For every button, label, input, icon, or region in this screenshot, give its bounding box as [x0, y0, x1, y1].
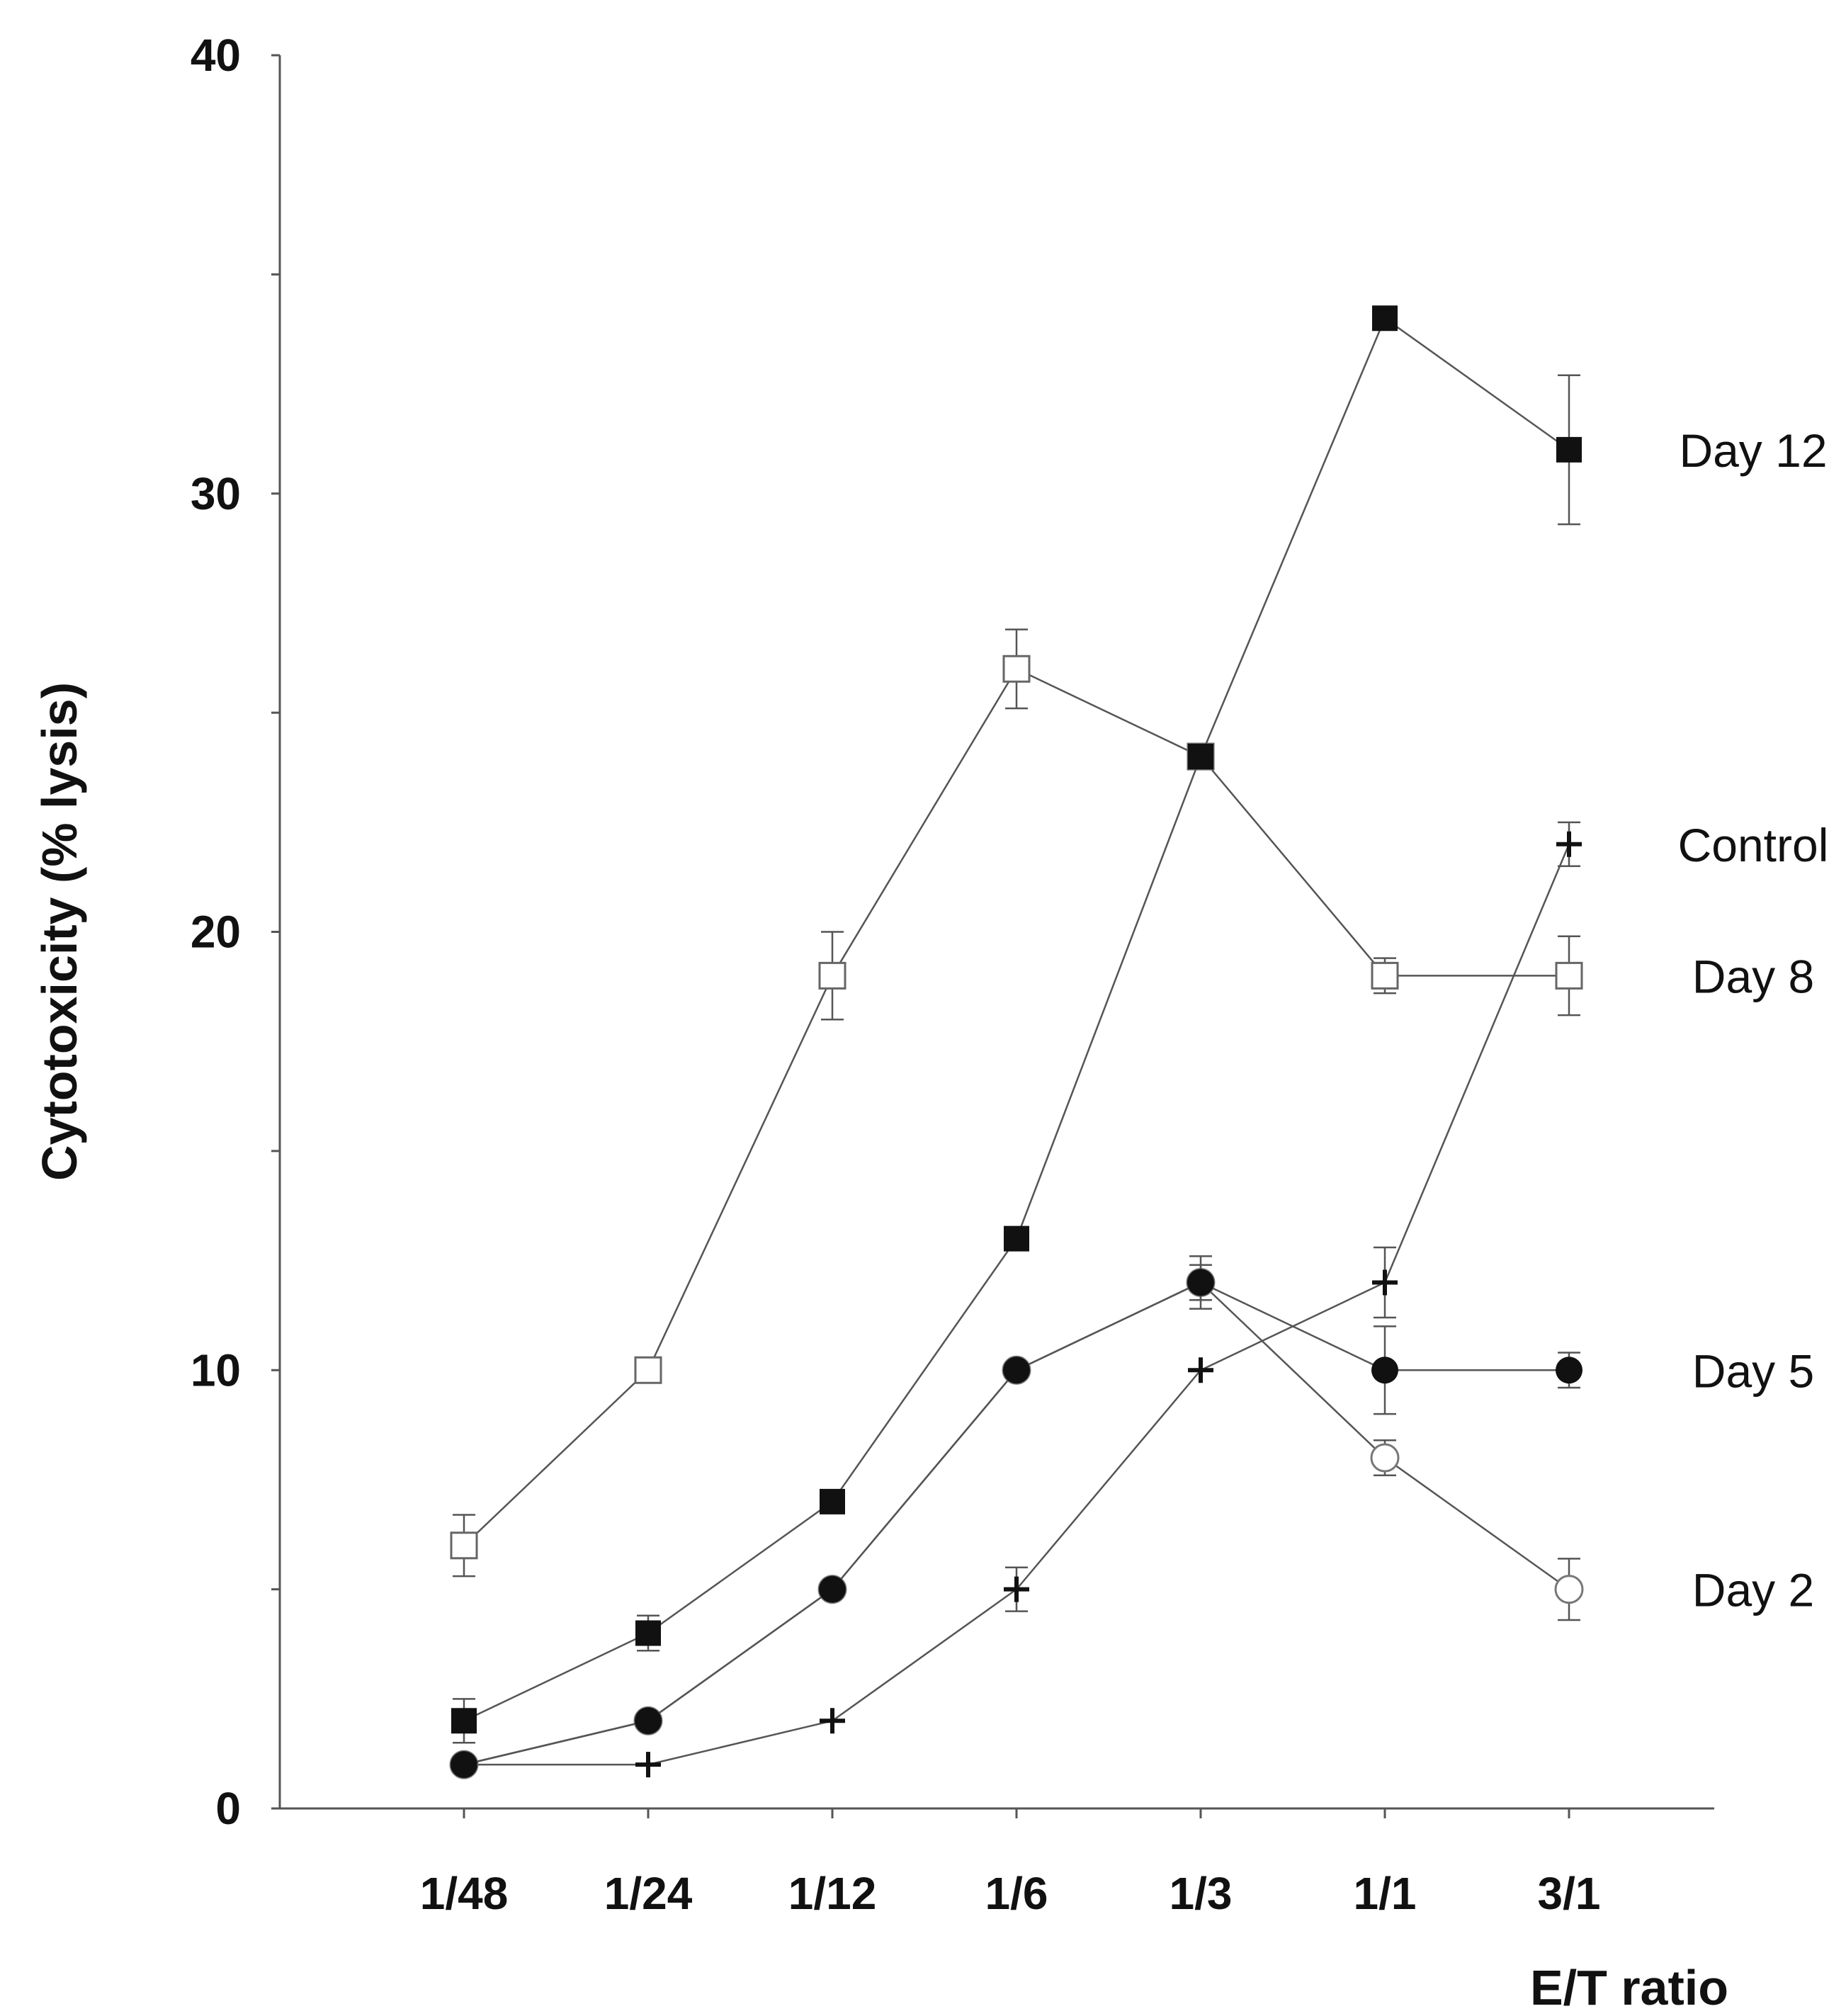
- data-point: [451, 1752, 477, 1778]
- data-point: [1004, 1225, 1029, 1252]
- data-point: [1003, 1357, 1030, 1384]
- data-point: [635, 1752, 661, 1778]
- data-point: [1371, 1357, 1398, 1384]
- series-line: [464, 844, 1570, 1766]
- series-label: Control: [1678, 819, 1829, 871]
- series-labels: Day 12 Control Day 8 Day 5 Day 2: [1678, 424, 1829, 1616]
- series-line: [463, 317, 1570, 1722]
- y-tick-label: 0: [215, 1783, 241, 1834]
- data-point: [820, 1488, 845, 1514]
- series-day-5: [451, 1264, 1582, 1779]
- series-control: [451, 821, 1582, 1778]
- data-point: [451, 1708, 477, 1734]
- data-point: [1556, 831, 1582, 857]
- data-point: [1002, 655, 1031, 683]
- x-tick-label: 1/6: [985, 1868, 1048, 1919]
- series-line: [463, 667, 1569, 1546]
- data-point: [1372, 1269, 1398, 1296]
- x-tick-label: 3/1: [1538, 1868, 1601, 1919]
- series-label: Day 8: [1692, 950, 1814, 1002]
- data-point: [1187, 1269, 1214, 1296]
- y-tick-label: 10: [191, 1344, 241, 1395]
- data-point: [450, 1531, 478, 1560]
- data-point: [1556, 436, 1582, 463]
- x-tick-label: 1/24: [604, 1868, 693, 1919]
- data-point: [635, 1620, 661, 1646]
- data-point: [1188, 744, 1213, 769]
- data-point: [819, 1575, 846, 1603]
- data-point: [1372, 305, 1398, 332]
- series-line: [463, 1281, 1570, 1766]
- y-tick-label: 40: [191, 30, 241, 81]
- data-point: [1554, 1575, 1584, 1604]
- x-axis-title: E/T ratio: [1530, 1960, 1728, 2015]
- series-label: Day 2: [1692, 1564, 1814, 1616]
- data-point: [1370, 1443, 1400, 1473]
- data-point: [820, 1708, 845, 1734]
- data-point: [635, 1707, 662, 1735]
- series-label: Day 5: [1692, 1344, 1814, 1397]
- data-point: [1188, 1357, 1213, 1383]
- x-axis: 1/48 1/24 1/12 1/6 1/3 1/1 3/1: [280, 1807, 1714, 1919]
- y-axis-title: Cytotoxicity (% lysis): [32, 682, 87, 1181]
- series-day-2: [449, 1255, 1584, 1779]
- x-tick-label: 1/48: [420, 1868, 509, 1919]
- data-point: [1371, 961, 1399, 990]
- series-label: Day 12: [1679, 424, 1827, 477]
- data-point: [634, 1356, 662, 1384]
- series-day-8: [450, 628, 1583, 1578]
- data-point: [818, 961, 846, 990]
- data-point: [1555, 961, 1583, 990]
- series-day-12: [451, 305, 1582, 1744]
- x-tick-label: 1/12: [788, 1868, 877, 1919]
- series-line: [463, 1281, 1569, 1766]
- x-tick-label: 1/3: [1170, 1868, 1233, 1919]
- y-axis: 0 10 20 30 40: [191, 30, 281, 1834]
- x-tick-label: 1/1: [1354, 1868, 1417, 1919]
- y-tick-label: 20: [191, 907, 241, 958]
- data-point: [1556, 1357, 1582, 1384]
- data-point: [1004, 1576, 1029, 1602]
- y-tick-label: 30: [191, 468, 241, 519]
- series-layer: [449, 305, 1584, 1779]
